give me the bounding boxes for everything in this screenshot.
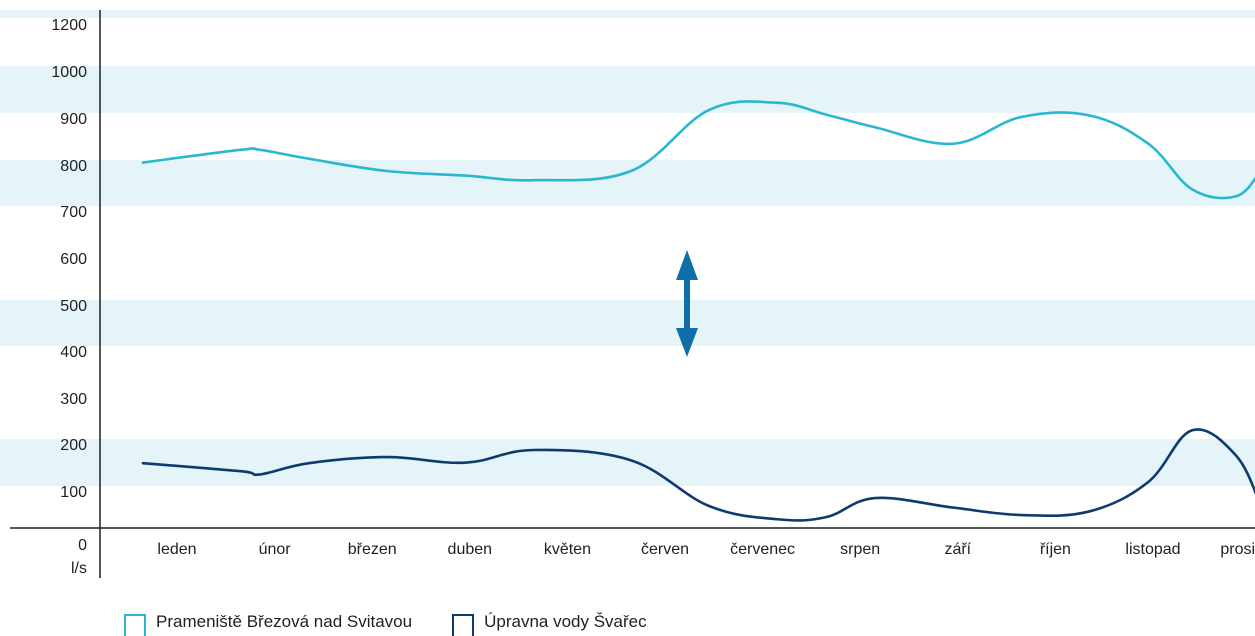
- y-tick-label-800: 800: [60, 158, 87, 175]
- y-tick-label-200: 200: [60, 437, 87, 454]
- legend-label-upravna: Úpravna vody Švařec: [484, 612, 647, 631]
- y-tick-label-700: 700: [60, 204, 87, 221]
- series-line-1: [141, 100, 1255, 200]
- x-tick-label-5: květen: [544, 541, 591, 558]
- arrow-head-down: [676, 328, 698, 357]
- y-tick-label-400: 400: [60, 344, 87, 361]
- legend-swatch-upravna: [452, 614, 475, 636]
- legend-item-pramenistie: Prameniště Březová nad Svitavou: [124, 608, 412, 636]
- y-tick-label-500: 500: [60, 298, 87, 315]
- band-0: [0, 439, 1255, 486]
- top-band: [0, 10, 1255, 18]
- y-tick-label-900: 900: [60, 111, 87, 128]
- x-tick-label-1: leden: [157, 541, 196, 558]
- y-tick-label-300: 300: [60, 391, 87, 408]
- x-tick-label-12: prosinec: [1220, 541, 1255, 558]
- series-line-2: [141, 428, 1255, 522]
- y-tick-label-1000: 1000: [51, 64, 87, 81]
- y-tick-label-1200: 1200: [51, 17, 87, 34]
- y-axis-unit-label: l/s: [71, 560, 87, 577]
- legend-label-pramenistie: Prameniště Březová nad Svitavou: [156, 612, 413, 631]
- x-tick-label-11: listopad: [1125, 541, 1180, 558]
- x-tick-label-6: červen: [641, 541, 689, 558]
- x-tick-label-4: duben: [448, 541, 493, 558]
- legend-swatch-pramenistie: [124, 614, 146, 636]
- y-tick-label-100: 100: [60, 484, 87, 501]
- legend-item-upravna: Úpravna vody Švařec: [452, 608, 647, 636]
- chart-legend: Prameniště Březová nad Svitavou Úpravna …: [124, 608, 687, 636]
- band-2: [0, 160, 1255, 206]
- x-tick-label-10: říjen: [1040, 541, 1071, 558]
- x-tick-label-7: červenec: [730, 541, 795, 558]
- line-chart: 0 100 200 300 400 500 600 700 800 900 1000 1200 l/s l…: [0, 10, 1255, 578]
- x-tick-label-8: srpen: [840, 541, 880, 558]
- x-tick-label-3: březen: [348, 541, 397, 558]
- band-3: [0, 66, 1255, 113]
- y-tick-label-0: 0: [78, 537, 87, 554]
- band-1: [0, 300, 1255, 346]
- x-tick-label-9: září: [944, 541, 971, 558]
- y-tick-label-600: 600: [60, 251, 87, 268]
- arrow-head-up: [676, 250, 698, 280]
- x-tick-label-2: únor: [259, 541, 292, 558]
